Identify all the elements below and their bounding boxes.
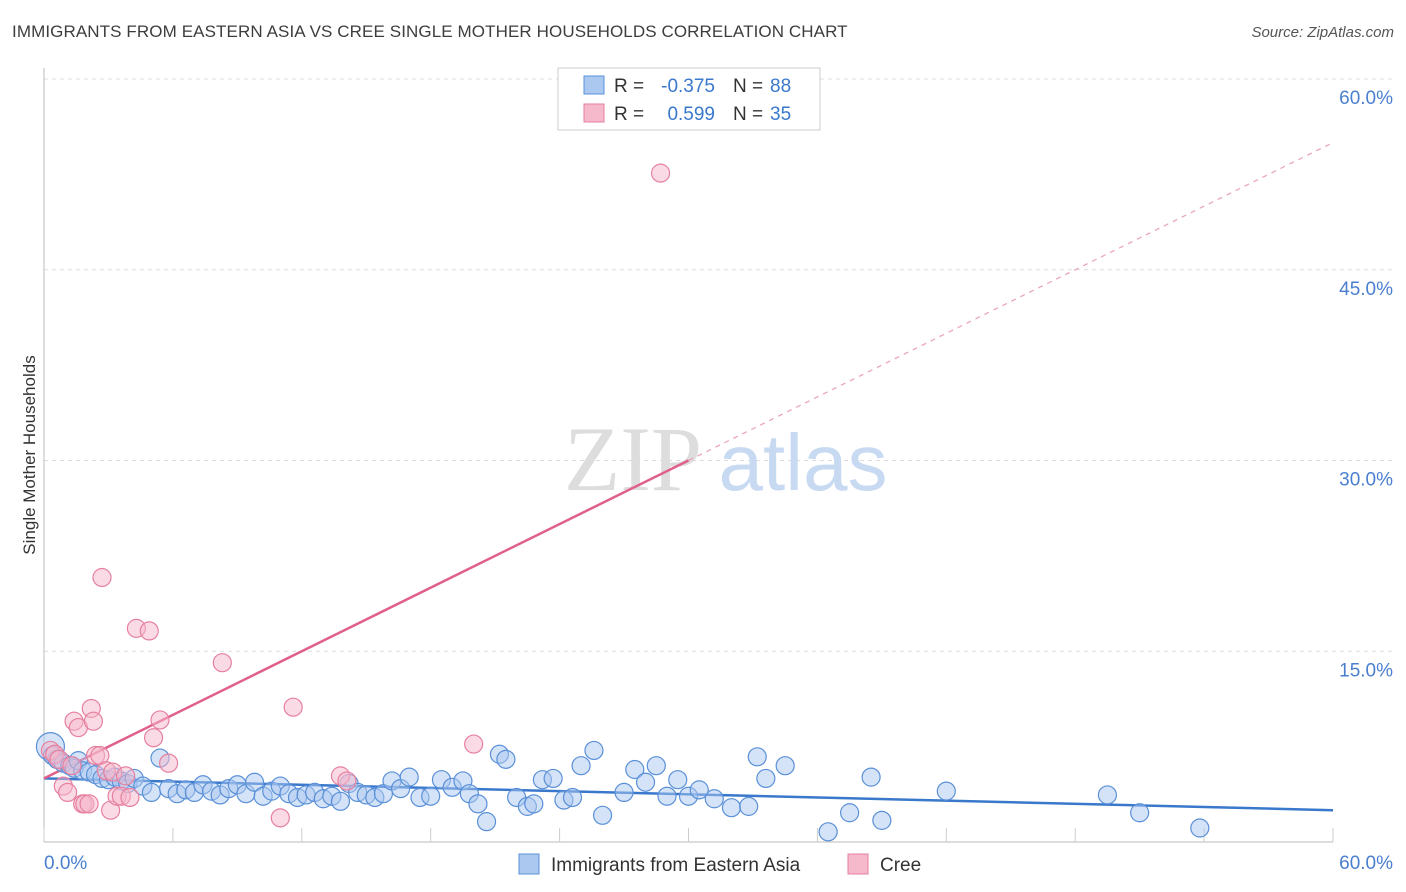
trend-line-cree-extension: [688, 142, 1334, 462]
y-tick-label-0: 15.0%: [1339, 660, 1393, 681]
blue-point-72: [657, 786, 677, 806]
legend-n-label-pink: N =: [733, 104, 763, 125]
legend-r-label-pink: R =: [614, 104, 644, 125]
series-legend: Immigrants from Eastern Asia Cree: [518, 853, 921, 876]
legend-r-value-pink: 0.599: [667, 104, 715, 125]
blue-point-47: [399, 767, 419, 787]
x-tick-label-min: 0.0%: [44, 853, 87, 874]
pink-point-21: [116, 766, 136, 786]
pink-point-33: [464, 734, 484, 754]
blue-point-39: [330, 791, 351, 811]
legend-r-value-blue: -0.375: [661, 76, 715, 97]
grid-lines: [44, 78, 1393, 652]
bottom-legend-swatch-blue: [518, 853, 540, 875]
pink-point-12: [83, 711, 104, 731]
blue-point-49: [421, 786, 441, 806]
bottom-legend-label-pink: Cree: [880, 855, 921, 876]
source-credit: Source: ZipAtlas.com: [1251, 24, 1394, 41]
x-tick-label-max: 60.0%: [1339, 853, 1393, 874]
pink-point-10: [79, 794, 99, 814]
blue-point-83: [840, 803, 860, 823]
blue-point-57: [496, 749, 516, 769]
y-tick-label-1: 30.0%: [1339, 470, 1393, 491]
blue-point-69: [625, 759, 645, 780]
blue-point-86: [936, 781, 956, 801]
blue-point-82: [818, 822, 838, 842]
watermark-atlas: atlas: [719, 418, 888, 507]
pink-point-5: [62, 756, 82, 776]
bottom-legend-swatch-pink: [847, 853, 869, 875]
blue-point-68: [614, 782, 634, 803]
blue-point-73: [668, 770, 688, 790]
blue-point-89: [1190, 818, 1210, 838]
blue-point-85: [872, 810, 892, 830]
blue-point-76: [704, 789, 724, 809]
pink-point-25: [143, 728, 164, 748]
blue-point-67: [592, 805, 613, 825]
y-axis-label: Single Mother Households: [20, 355, 39, 554]
watermark-zip: ZIP: [564, 408, 702, 510]
y-tick-labels: 15.0% 30.0% 45.0% 60.0%: [1339, 88, 1393, 681]
blue-point-29: [244, 772, 265, 792]
blue-point-55: [476, 812, 497, 832]
legend-r-label-blue: R =: [614, 76, 644, 97]
legend-swatch-pink: [583, 103, 605, 123]
blue-point-75: [689, 780, 709, 800]
x-tick-marks: [43, 828, 1334, 842]
blue-point-17: [141, 782, 162, 803]
y-tick-label-2: 45.0%: [1339, 279, 1393, 300]
pink-point-29: [270, 808, 290, 828]
blue-point-87: [1097, 785, 1118, 805]
blue-point-62: [543, 768, 563, 789]
blue-point-88: [1130, 803, 1150, 823]
pink-point-34: [650, 163, 671, 183]
legend-swatch-blue: [583, 75, 605, 95]
pink-point-22: [120, 787, 140, 808]
blue-point-64: [562, 787, 583, 808]
pink-point-30: [283, 697, 303, 717]
pink-point-15: [92, 567, 112, 588]
legend-n-value-pink: 35: [770, 104, 791, 125]
series-cree: [40, 163, 671, 828]
blue-point-60: [524, 794, 544, 814]
blue-point-81: [775, 756, 795, 776]
blue-point-70: [635, 772, 656, 792]
pink-point-4: [58, 782, 78, 803]
blue-point-71: [646, 756, 666, 776]
blue-point-80: [756, 768, 776, 789]
blue-point-77: [721, 798, 742, 818]
trend-line-cree: [43, 459, 690, 780]
pink-point-26: [150, 710, 170, 730]
blue-point-78: [739, 796, 759, 816]
blue-point-84: [861, 767, 881, 787]
legend-n-label-blue: N =: [733, 76, 763, 97]
chart-title: IMMIGRANTS FROM EASTERN ASIA VS CREE SIN…: [12, 22, 848, 41]
y-tick-label-3: 60.0%: [1339, 88, 1393, 109]
blue-point-54: [468, 794, 488, 814]
correlation-legend: R = -0.375 N = 88 R = 0.599 N = 35: [557, 67, 821, 131]
bottom-legend-label-blue: Immigrants from Eastern Asia: [551, 855, 801, 876]
pink-point-32: [337, 771, 357, 791]
blue-point-66: [584, 740, 604, 761]
pink-point-27: [159, 753, 179, 773]
pink-point-28: [212, 653, 232, 673]
series-immigrants-eastern-asia: [35, 732, 1210, 842]
pink-point-24: [139, 621, 159, 641]
legend-n-value-blue: 88: [770, 76, 791, 97]
blue-point-79: [747, 747, 767, 767]
blue-point-65: [571, 756, 591, 776]
